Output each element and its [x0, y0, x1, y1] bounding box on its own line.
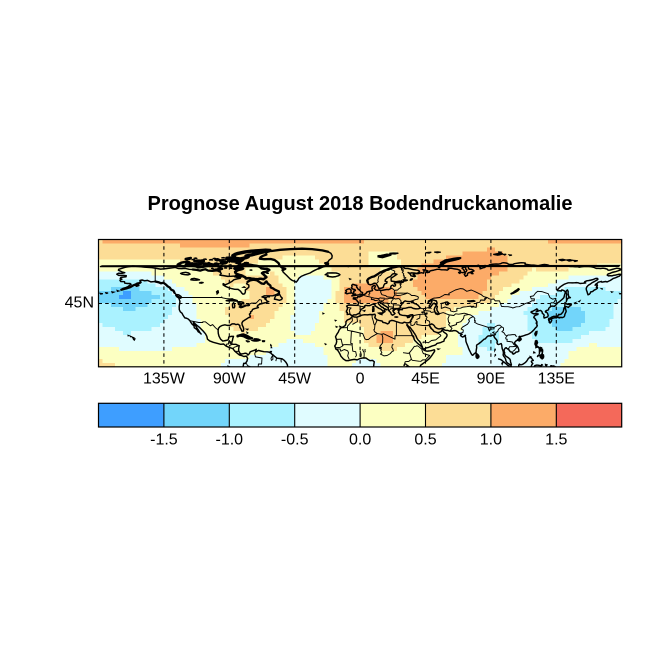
svg-text:Prognose August 2018 Bodendruc: Prognose August 2018 Bodendruckanomalie	[148, 193, 573, 215]
svg-text:-1.0: -1.0	[216, 432, 244, 449]
svg-text:-1.5: -1.5	[150, 432, 178, 449]
svg-text:135E: 135E	[538, 371, 575, 388]
svg-text:0: 0	[356, 371, 365, 388]
svg-text:90E: 90E	[477, 371, 505, 388]
svg-text:90W: 90W	[213, 371, 247, 388]
svg-text:-0.5: -0.5	[281, 432, 309, 449]
svg-text:1.0: 1.0	[480, 432, 502, 449]
svg-text:135W: 135W	[143, 371, 186, 388]
svg-text:1.5: 1.5	[545, 432, 567, 449]
svg-text:45W: 45W	[278, 371, 312, 388]
svg-text:0.5: 0.5	[414, 432, 436, 449]
svg-text:45E: 45E	[411, 371, 439, 388]
svg-text:45N: 45N	[65, 295, 94, 312]
svg-text:0.0: 0.0	[349, 432, 371, 449]
